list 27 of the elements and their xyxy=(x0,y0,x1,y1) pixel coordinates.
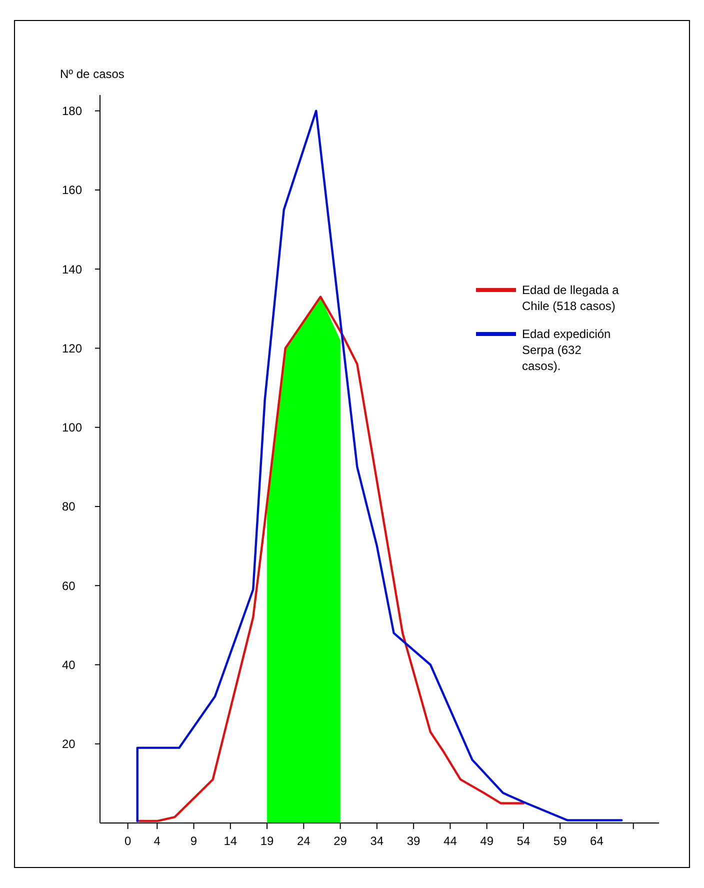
x-tick-label: 4 xyxy=(154,834,161,848)
y-axis-title: Nº de casos xyxy=(60,67,124,81)
x-tick-label: 64 xyxy=(590,834,604,848)
x-tick-label: 19 xyxy=(260,834,274,848)
x-tick-label: 49 xyxy=(480,834,494,848)
legend-label: Edad de llegada a Chile (518 casos) xyxy=(522,283,620,313)
line-series xyxy=(136,110,623,822)
legend-label: Edad expedición Serpa (632 casos). xyxy=(522,327,611,373)
y-tick-label: 60 xyxy=(62,578,76,593)
y-tick-label: 180 xyxy=(62,104,82,118)
y-tick-label: 140 xyxy=(62,262,82,276)
y-tick-label: 100 xyxy=(62,420,82,435)
x-tick-label: 9 xyxy=(190,834,198,848)
x-tick-label: 14 xyxy=(224,834,238,848)
x-tick-label: 39 xyxy=(406,834,421,848)
y-tick-label: 20 xyxy=(62,737,76,752)
x-tick-label: 24 xyxy=(296,834,311,848)
x-tick-label: 34 xyxy=(370,834,384,848)
y-tick-label: 80 xyxy=(62,500,76,514)
y-tick-label: 40 xyxy=(62,658,76,672)
x-tick-label: 0 xyxy=(124,834,132,848)
x-tick-label: 44 xyxy=(444,834,458,848)
y-tick-label: 160 xyxy=(62,183,82,198)
x-tick-label: 54 xyxy=(516,834,530,848)
x-tick-label: 29 xyxy=(334,834,348,848)
x-tick-label: 59 xyxy=(553,834,568,848)
y-tick-label: 120 xyxy=(62,341,82,356)
